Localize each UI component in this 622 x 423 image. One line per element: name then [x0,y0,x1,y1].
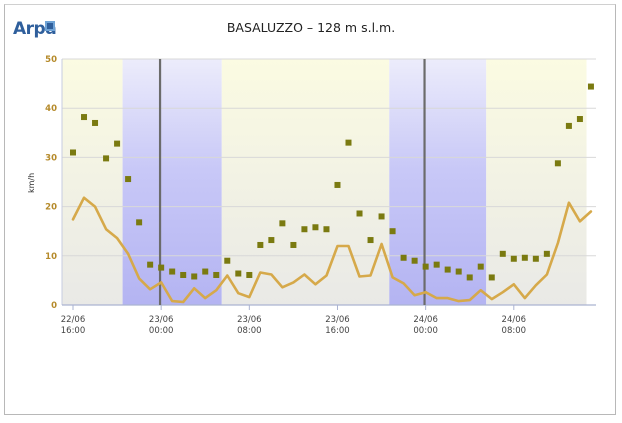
arpa-logo-mark-icon [45,21,55,31]
gust-point [224,257,231,264]
mean-wind-line [71,196,593,304]
gust-point [521,254,528,261]
gust-point [70,149,76,156]
gust-point [334,181,341,188]
gust-point [554,160,561,167]
gust-point [279,220,286,227]
y-tick-label: 50 [45,55,57,65]
gust-point [488,274,495,281]
x-tick-label: 24/06 [502,315,527,325]
chart-title: BASALUZZO – 128 m s.l.m. [226,20,396,35]
gust-point [499,250,506,257]
gust-point [301,226,308,233]
y-tick-label: 20 [45,203,57,213]
gust-point [92,119,99,126]
night-band [389,59,487,305]
gust-point [180,271,187,278]
x-tick-label: 23/06 [149,315,174,325]
gust-point [114,140,121,147]
gust-point [356,210,363,217]
x-tick-label: 22/06 [61,315,86,325]
x-tick-label: 00:00 [149,326,174,336]
gust-point [433,261,440,268]
x-tick-label: 24/06 [413,315,438,325]
gust-point [576,116,583,123]
gust-point [510,255,517,262]
day-band [221,59,390,305]
x-tick-label: 23/06 [237,315,262,325]
y-tick-label: 10 [45,252,57,262]
gust-point [477,263,484,270]
gust-point [202,268,209,275]
day-band [486,59,587,305]
gust-point [532,255,539,262]
gust-point [213,271,220,278]
night-band [122,59,222,305]
gust-point [422,263,429,270]
gust-point [455,268,462,275]
day-band [62,59,123,305]
x-tick-label: 16:00 [61,326,86,336]
gust-point [81,114,88,121]
gust-point [257,241,264,248]
y-tick-label: 40 [45,104,57,114]
gust-point [466,274,473,281]
gust-point [367,237,374,244]
gust-point [378,213,385,220]
x-tick-label: 16:00 [325,326,350,336]
gust-point [565,122,572,129]
gust-point [191,273,198,280]
gust-point [587,83,594,90]
x-tick-label: 08:00 [502,326,527,336]
gust-point [389,228,396,235]
gust-point [290,241,297,248]
gust-point [125,176,132,183]
y-tick-label: 30 [45,153,57,163]
gust-point [268,237,275,244]
gust-point [246,271,253,278]
gust-point [169,268,176,275]
gust-point [444,266,451,273]
x-tick-label: 00:00 [413,326,438,336]
x-tick-label: 23/06 [325,315,350,325]
gust-point [400,254,407,261]
gust-point [323,226,330,233]
gust-point [543,250,550,257]
gust-point [103,155,110,162]
gust-point [235,270,242,277]
gust-point [345,139,352,146]
gust-point [136,219,143,226]
y-tick-label: 0 [51,301,57,311]
gust-point [147,261,154,268]
gust-point [158,264,165,271]
gust-point [411,257,418,264]
x-tick-label: 08:00 [237,326,262,336]
gust-point [312,224,319,231]
